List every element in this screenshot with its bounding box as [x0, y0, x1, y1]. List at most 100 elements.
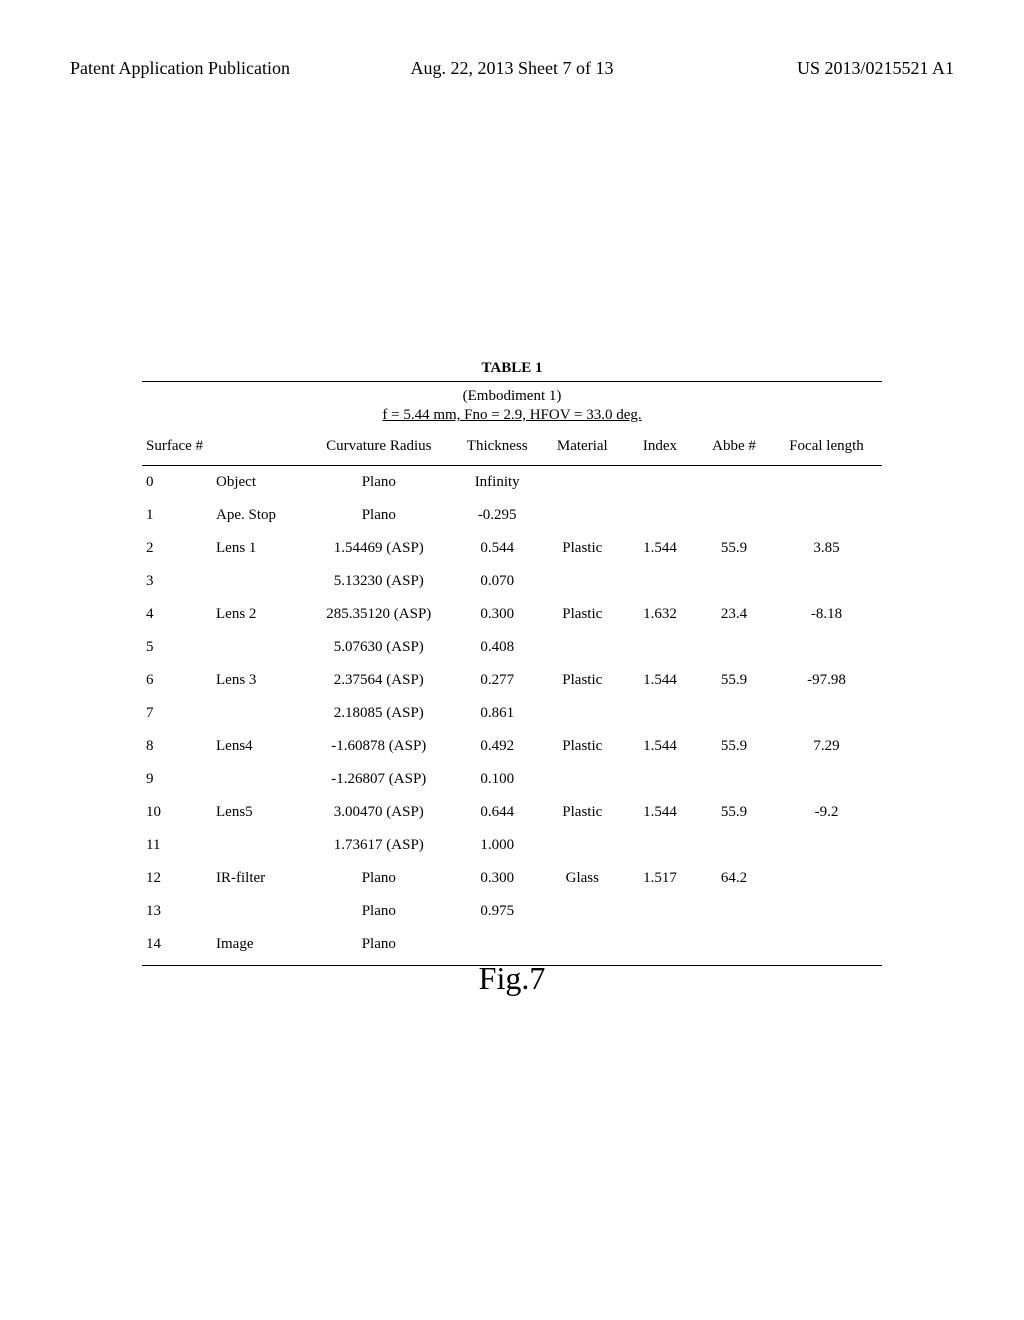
col-focal: Focal length [771, 432, 882, 466]
table-cell: 0.277 [453, 664, 542, 697]
table-cell [623, 631, 697, 664]
table-row: 12IR-filterPlano0.300Glass1.51764.2 [142, 862, 882, 895]
table-cell [453, 928, 542, 961]
figure-label: Fig.7 [0, 960, 1024, 997]
table-cell [697, 466, 771, 500]
table-cell: Plano [305, 499, 453, 532]
table-cell: 1.632 [623, 598, 697, 631]
table-row: 9-1.26807 (ASP)0.100 [142, 763, 882, 796]
col-element [216, 432, 305, 466]
table-cell: 23.4 [697, 598, 771, 631]
table-cell [542, 631, 623, 664]
table-cell: Lens 2 [216, 598, 305, 631]
table-cell: 1.000 [453, 829, 542, 862]
table-cell: -9.2 [771, 796, 882, 829]
col-abbe: Abbe # [697, 432, 771, 466]
table-cell [771, 499, 882, 532]
table-cell: 11 [142, 829, 216, 862]
table-cell: 0.861 [453, 697, 542, 730]
table-cell: Plastic [542, 730, 623, 763]
table-cell: Plano [305, 466, 453, 500]
table-cell: 285.35120 (ASP) [305, 598, 453, 631]
table-cell: Image [216, 928, 305, 961]
table-cell [216, 763, 305, 796]
table-cell: 0.300 [453, 862, 542, 895]
table-cell [623, 499, 697, 532]
table-cell: 1.54469 (ASP) [305, 532, 453, 565]
table-cell: Lens 3 [216, 664, 305, 697]
table-cell [771, 466, 882, 500]
table-cell: 55.9 [697, 664, 771, 697]
table-row: 6Lens 32.37564 (ASP)0.277Plastic1.54455.… [142, 664, 882, 697]
col-material: Material [542, 432, 623, 466]
table-cell [216, 631, 305, 664]
table-cell [542, 697, 623, 730]
table-cell: 7 [142, 697, 216, 730]
header-right: US 2013/0215521 A1 [797, 58, 954, 79]
table-cell: 2.18085 (ASP) [305, 697, 453, 730]
table-cell: 2 [142, 532, 216, 565]
col-curvature: Curvature Radius [305, 432, 453, 466]
table-row: 4Lens 2285.35120 (ASP)0.300Plastic1.6322… [142, 598, 882, 631]
table-cell: 3.00470 (ASP) [305, 796, 453, 829]
table-cell: 1.73617 (ASP) [305, 829, 453, 862]
table-cell: 3.85 [771, 532, 882, 565]
table-cell [542, 499, 623, 532]
table-cell: Plano [305, 895, 453, 928]
table-cell [697, 631, 771, 664]
table-cell: Infinity [453, 466, 542, 500]
table-cell [216, 829, 305, 862]
table-cell [771, 928, 882, 961]
table-row: 13Plano0.975 [142, 895, 882, 928]
table-row: 11 1.73617 (ASP)1.000 [142, 829, 882, 862]
table-cell: 0.644 [453, 796, 542, 829]
table-cell [216, 895, 305, 928]
col-index: Index [623, 432, 697, 466]
table-cell: 55.9 [697, 730, 771, 763]
table-row: 55.07630 (ASP)0.408 [142, 631, 882, 664]
table-cell [771, 631, 882, 664]
table-cell [542, 565, 623, 598]
table-row: 7 2.18085 (ASP)0.861 [142, 697, 882, 730]
table-cell [697, 499, 771, 532]
table-cell: -1.60878 (ASP) [305, 730, 453, 763]
table-cell [216, 697, 305, 730]
table-row: 14ImagePlano [142, 928, 882, 961]
table-cell: 1.517 [623, 862, 697, 895]
table-cell: Lens 1 [216, 532, 305, 565]
col-surface: Surface # [142, 432, 216, 466]
table-cell: 12 [142, 862, 216, 895]
table-cell [623, 763, 697, 796]
table-cell: 3 [142, 565, 216, 598]
table-cell: 0 [142, 466, 216, 500]
table-cell [697, 928, 771, 961]
table-row: 35.13230 (ASP)0.070 [142, 565, 882, 598]
table-cell: 14 [142, 928, 216, 961]
table-1: TABLE 1 (Embodiment 1) f = 5.44 mm, Fno … [142, 360, 882, 966]
table-cell [697, 829, 771, 862]
table-row: 1Ape. StopPlano-0.295 [142, 499, 882, 532]
table-cell [623, 895, 697, 928]
table-cell: 7.29 [771, 730, 882, 763]
table-cell [697, 895, 771, 928]
table-row: 8Lens4-1.60878 (ASP)0.492Plastic1.54455.… [142, 730, 882, 763]
table-cell: -8.18 [771, 598, 882, 631]
table-cell [771, 697, 882, 730]
table-cell [697, 763, 771, 796]
table-cell [771, 763, 882, 796]
table-cell: 2.37564 (ASP) [305, 664, 453, 697]
table-cell [542, 928, 623, 961]
table-cell [697, 697, 771, 730]
table-cell: 5 [142, 631, 216, 664]
table-cell: Object [216, 466, 305, 500]
table-cell: 0.492 [453, 730, 542, 763]
table-cell: 55.9 [697, 532, 771, 565]
table-cell: 1 [142, 499, 216, 532]
table-cell: 64.2 [697, 862, 771, 895]
table-cell: 6 [142, 664, 216, 697]
table-cell: 0.408 [453, 631, 542, 664]
table-cell [771, 565, 882, 598]
table-cell: 1.544 [623, 532, 697, 565]
table-cell: Lens4 [216, 730, 305, 763]
table-cell: 0.544 [453, 532, 542, 565]
